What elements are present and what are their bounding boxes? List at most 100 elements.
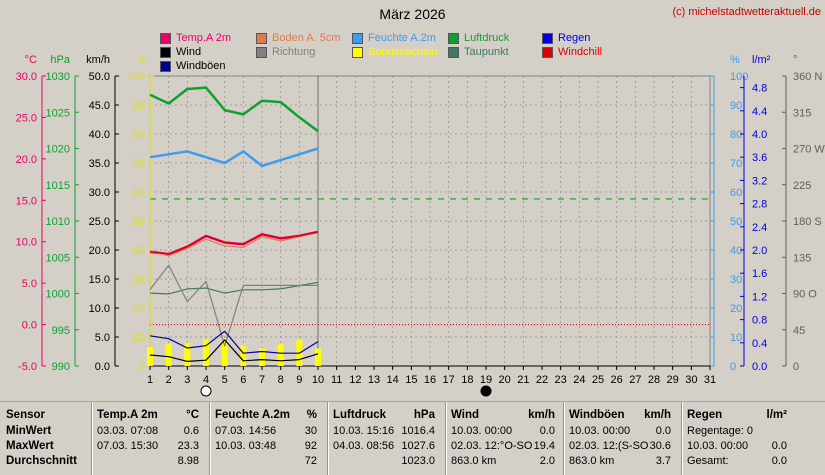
x-tick-label: 21 <box>517 374 529 386</box>
stats-row: 04.03. 08:56 1027.6 <box>329 439 441 454</box>
temp-tick-label: 0.0 <box>22 320 37 332</box>
rain-tick-label: 2.0 <box>752 245 767 257</box>
sun-tick-label: 10 <box>133 332 145 344</box>
legend-item: Sonnenschein <box>352 46 438 58</box>
direction-unit-label: ° <box>793 54 797 66</box>
x-tick-label: 11 <box>331 374 342 386</box>
x-tick-label: 31 <box>704 374 716 386</box>
legend-swatch <box>256 46 267 58</box>
stats-timestamp: 10.03. 00:00 <box>687 440 749 452</box>
pressure-tick-label: 1030 <box>46 71 70 83</box>
stats-value: 92 <box>304 440 317 452</box>
wind-tick-label: 45.0 <box>89 100 110 112</box>
x-tick-label: 12 <box>349 374 361 386</box>
sun-tick-label: 20 <box>133 303 145 315</box>
x-tick-label: 1 <box>147 374 153 386</box>
sunshine-bar <box>221 338 228 366</box>
x-tick-label: 28 <box>648 374 660 386</box>
series-line-wind <box>149 339 319 362</box>
stats-value: 72 <box>304 455 317 467</box>
stats-unit: km/h <box>528 409 555 421</box>
stats-unit: l/m² <box>766 409 787 421</box>
wind-unit-label: km/h <box>86 54 110 66</box>
stats-value: 0.0 <box>771 455 787 467</box>
stats-timestamp: 863.0 km <box>569 455 615 467</box>
stats-value: 1016.4 <box>401 425 435 437</box>
stats-row: 72 <box>211 454 323 469</box>
legend-swatch <box>160 32 171 44</box>
sun-tick-label: 60 <box>133 187 145 199</box>
stats-header: Sensor <box>6 408 88 423</box>
stats-row: Gesamt: 0.0 <box>683 454 793 469</box>
legend-label: Windböen <box>176 60 226 72</box>
stats-timestamp: 07.03. 14:56 <box>215 425 277 437</box>
direction-tick-label: 225 <box>793 180 811 192</box>
series-line-windchill <box>149 231 319 255</box>
stats-row-label: MaxWert <box>6 440 54 452</box>
wind-tick-label: 40.0 <box>89 129 110 141</box>
wind-tick-label: 30.0 <box>89 187 110 199</box>
legend-label: Luftdruck <box>464 32 510 44</box>
rain-tick-label: 0.0 <box>752 361 767 373</box>
legend-item: Windböen <box>160 60 226 72</box>
x-tick-label: 18 <box>461 374 473 386</box>
stats-row: 863.0 km 2.0 <box>447 454 561 469</box>
legend-label: Windchill <box>558 46 603 58</box>
x-tick-label: 24 <box>573 374 585 386</box>
stats-row: 10.03. 00:00 0.0 <box>447 424 561 439</box>
stats-header: Windböen km/h <box>565 408 677 423</box>
rain-tick-label: 4.4 <box>752 106 767 118</box>
stats-row: 10.03. 00:00 0.0 <box>565 424 677 439</box>
legend-swatch <box>352 46 363 58</box>
sun-tick-label: 40 <box>133 245 145 257</box>
pressure-tick-label: 1020 <box>46 144 70 156</box>
humidity-tick-label: 20 <box>730 303 742 315</box>
stats-row: MinWert <box>6 424 88 439</box>
stats-timestamp: 02.03. 12:°O-SO <box>451 440 533 452</box>
stats-title: Windböen <box>569 409 625 421</box>
stats-title: Feuchte A.2m <box>215 409 290 421</box>
rain-tick-label: 1.6 <box>752 268 767 280</box>
stats-value: 23.3 <box>177 440 199 452</box>
direction-tick-label: 315 <box>793 107 811 119</box>
legend-swatch <box>448 32 459 44</box>
legend-swatch <box>160 60 171 72</box>
series-line-luftdruck <box>149 86 319 133</box>
rain-tick-label: 3.2 <box>752 175 767 187</box>
rain-tick-label: 4.8 <box>752 83 767 95</box>
stats-title: Regen <box>687 409 723 421</box>
stats-unit: km/h <box>644 409 671 421</box>
stats-value: 0.6 <box>183 425 199 437</box>
stats-header: Wind km/h <box>447 408 561 423</box>
stats-title: Sensor <box>6 409 45 421</box>
sun-tick-label: 50 <box>133 216 145 228</box>
stats-title: Temp.A 2m <box>97 409 158 421</box>
stats-timestamp: 03.03. 07:08 <box>97 425 159 437</box>
x-tick-label: 14 <box>387 374 399 386</box>
x-tick-label: 27 <box>629 374 641 386</box>
stats-value: 2.0 <box>539 455 555 467</box>
stats-timestamp: 10.03. 15:16 <box>333 425 395 437</box>
stats-value: 1027.6 <box>401 440 435 452</box>
full-moon-icon <box>200 385 212 397</box>
stats-timestamp: 10.03. 00:00 <box>451 425 513 437</box>
x-tick-label: 4 <box>203 374 209 386</box>
credit-text[interactable]: (c) michelstadtwetteraktuell.de <box>672 6 821 18</box>
direction-tick-label: 360 N <box>793 71 822 83</box>
pressure-tick-label: 1005 <box>46 252 70 264</box>
x-tick-label: 5 <box>222 374 228 386</box>
stats-value: 0.0 <box>539 425 555 437</box>
stats-unit: °C <box>186 409 199 421</box>
weather-chart: °C30.025.020.015.010.05.00.0-5.0hPa10301… <box>16 54 825 397</box>
stats-timestamp: 10.03. 03:48 <box>215 440 277 452</box>
wind-tick-label: 5.0 <box>95 332 110 344</box>
stats-row: 863.0 km 3.7 <box>565 454 677 469</box>
x-tick-label: 30 <box>685 374 697 386</box>
stats-title: Luftdruck <box>333 409 387 421</box>
legend-label: Richtung <box>272 46 316 58</box>
pressure-tick-label: 995 <box>52 325 70 337</box>
temp-tick-label: 30.0 <box>16 71 37 83</box>
direction-tick-label: 180 S <box>793 216 822 228</box>
chart-title: März 2026 <box>379 6 446 22</box>
x-tick-label: 22 <box>536 374 548 386</box>
